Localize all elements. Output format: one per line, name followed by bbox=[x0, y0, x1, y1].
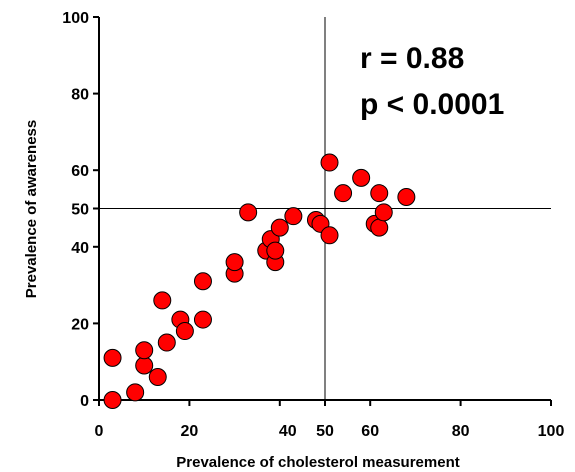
data-point bbox=[157, 333, 176, 352]
tick-marks bbox=[93, 16, 552, 406]
data-point bbox=[193, 272, 212, 291]
data-point bbox=[135, 356, 154, 375]
data-point bbox=[397, 188, 416, 207]
correlation-annotation: r = 0.88 bbox=[360, 42, 464, 75]
x-axis-label: Prevalence of cholesterol measurement bbox=[176, 454, 459, 471]
data-point bbox=[320, 226, 339, 245]
x-tick-label: 20 bbox=[181, 423, 199, 440]
y-tick-label: 100 bbox=[62, 10, 89, 27]
data-point bbox=[284, 207, 303, 226]
x-tick-label: 80 bbox=[452, 423, 470, 440]
data-point bbox=[370, 218, 389, 237]
data-point bbox=[153, 291, 172, 310]
data-point bbox=[103, 391, 122, 409]
data-point bbox=[370, 184, 389, 203]
data-point bbox=[175, 322, 194, 341]
data-point bbox=[270, 218, 289, 237]
x-tick-labels: 0 20 40 50 60 80 100 bbox=[95, 423, 565, 440]
x-tick-label: 50 bbox=[316, 423, 334, 440]
data-point bbox=[148, 368, 167, 387]
y-tick-label: 40 bbox=[71, 240, 89, 257]
x-tick-label: 40 bbox=[279, 423, 297, 440]
data-point bbox=[374, 203, 393, 222]
y-tick-label: 0 bbox=[80, 393, 89, 410]
y-tick-labels: 0 20 40 50 60 80 100 bbox=[62, 10, 89, 410]
data-point bbox=[352, 168, 371, 187]
data-point bbox=[193, 310, 212, 329]
x-tick-label: 0 bbox=[95, 423, 104, 440]
data-points bbox=[103, 153, 416, 409]
x-tick-label: 60 bbox=[361, 423, 379, 440]
data-point bbox=[266, 241, 285, 260]
y-axis-label: Prevalence of awareness bbox=[23, 120, 40, 298]
y-tick-label: 50 bbox=[71, 202, 89, 219]
p-value-annotation: p < 0.0001 bbox=[360, 88, 504, 121]
reference-lines bbox=[99, 17, 551, 400]
data-point bbox=[135, 341, 154, 360]
data-point bbox=[126, 383, 145, 402]
y-tick-label: 80 bbox=[71, 87, 89, 104]
x-tick-label: 100 bbox=[538, 423, 565, 440]
y-tick-label: 60 bbox=[71, 163, 89, 180]
data-point bbox=[239, 203, 258, 222]
data-point bbox=[320, 153, 339, 172]
data-point bbox=[103, 348, 122, 367]
data-point bbox=[334, 184, 353, 203]
y-tick-label: 20 bbox=[71, 316, 89, 333]
data-point bbox=[225, 253, 244, 272]
